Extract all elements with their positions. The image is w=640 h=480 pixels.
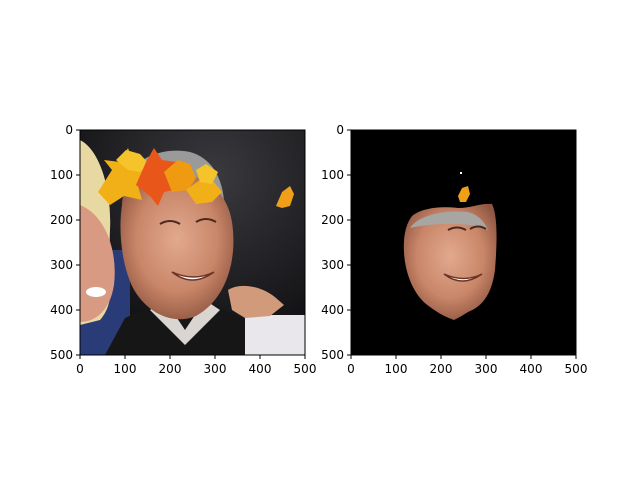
- right-image: [351, 130, 576, 355]
- left-xtick-label: 0: [76, 362, 84, 376]
- right-ytick-label: 0: [336, 123, 344, 137]
- left-ytick-label: 400: [50, 303, 73, 317]
- right-leaf-fragment: [458, 186, 470, 202]
- left-ytick-label: 100: [50, 168, 73, 182]
- right-ytick-label: 400: [321, 303, 344, 317]
- right-xtick-label: 300: [475, 362, 498, 376]
- right-xtick-label: 400: [520, 362, 543, 376]
- right-xtick-label: 200: [430, 362, 453, 376]
- left-ytick-label: 300: [50, 258, 73, 272]
- left-floating-leaf: [276, 186, 294, 208]
- right-ytick-label: 200: [321, 213, 344, 227]
- left-ytick-label: 500: [50, 348, 73, 362]
- left-xtick-label: 500: [294, 362, 317, 376]
- left-ytick-label: 200: [50, 213, 73, 227]
- right-ytick-label: 300: [321, 258, 344, 272]
- left-xtick-label: 300: [204, 362, 227, 376]
- left-xtick-label: 100: [114, 362, 137, 376]
- right-xtick-label: 0: [347, 362, 355, 376]
- right-xtick-label: 500: [565, 362, 588, 376]
- left-xtick-label: 400: [249, 362, 272, 376]
- left-leaf-crown: [98, 148, 222, 206]
- left-image: [80, 130, 305, 355]
- right-ytick-label: 500: [321, 348, 344, 362]
- right-xtick-label: 100: [385, 362, 408, 376]
- left-ytick-label: 0: [65, 123, 73, 137]
- left-axes-frame: [79, 129, 306, 356]
- right-ytick-label: 100: [321, 168, 344, 182]
- left-xtick-label: 200: [159, 362, 182, 376]
- right-axes-frame: [350, 129, 577, 356]
